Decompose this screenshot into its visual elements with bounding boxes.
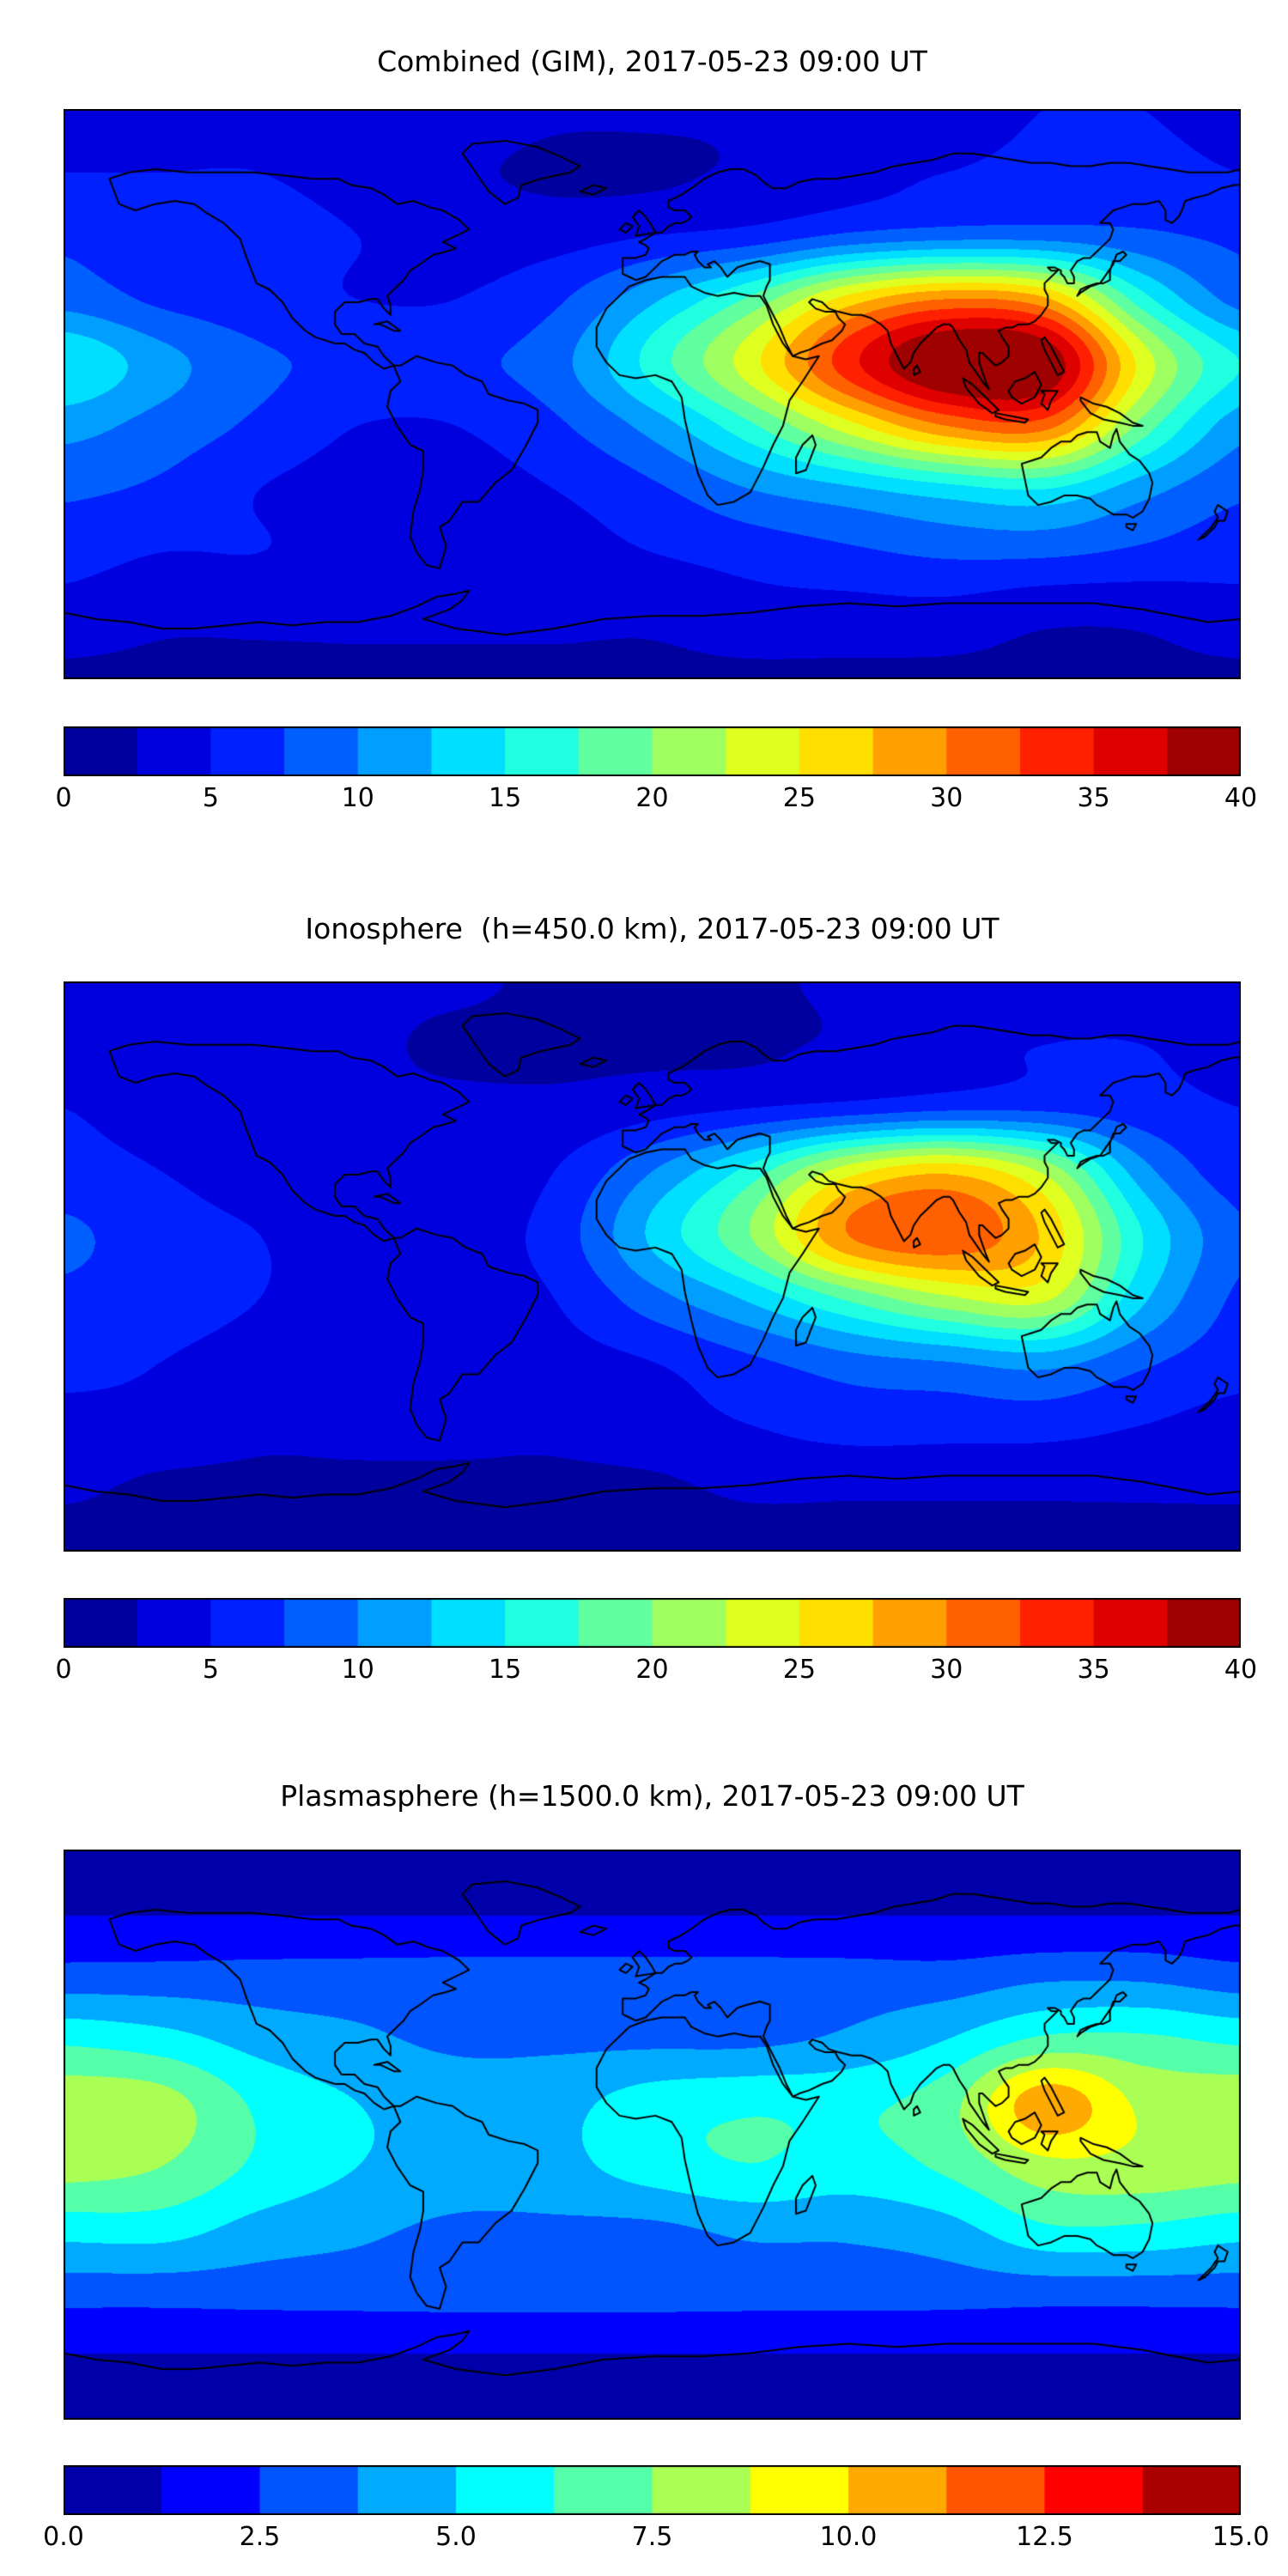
colorbar-canvas-2 [64,1598,1241,1648]
panel-title-combined: Combined (GIM), 2017-05-23 09:00 UT [377,45,927,78]
colorbar-tick-label: 40 [1224,783,1258,813]
colorbar-tick-label: 5 [202,783,219,813]
colorbar-tick-label: 0.0 [43,2522,84,2552]
colorbar-tick-label: 15.0 [1212,2522,1270,2552]
colorbar-tick-label: 40 [1224,1655,1258,1685]
panel-title-ionosphere: Ionosphere (h=450.0 km), 2017-05-23 09:0… [305,912,999,945]
colorbar-tick-label: 10 [341,783,374,813]
map-canvas-2 [64,981,1241,1552]
panel-title-plasmasphere: Plasmasphere (h=1500.0 km), 2017-05-23 0… [280,1779,1024,1813]
colorbar-tick-label: 20 [635,783,669,813]
map-canvas-3 [64,1850,1241,2420]
colorbar-tick-label: 12.5 [1016,2522,1073,2552]
colorbar-tick-label: 10 [341,1655,374,1685]
colorbar-canvas-1 [64,726,1241,776]
map-canvas-1 [64,109,1241,679]
colorbar-tick-label: 15 [489,783,522,813]
colorbar-labels-2: 0 5 10 15 20 25 30 35 40 [55,1655,1257,1689]
colorbar-tick-label: 5 [202,1655,219,1685]
colorbar-tick-label: 10.0 [819,2522,878,2552]
colorbar-tick-label: 7.5 [631,2522,673,2552]
colorbar-tick-label: 25 [782,783,816,813]
colorbar-tick-label: 0 [55,1655,72,1685]
colorbar-tick-label: 35 [1077,783,1110,813]
colorbar-tick-label: 20 [635,1655,669,1685]
colorbar-canvas-3 [64,2465,1241,2515]
colorbar-tick-label: 30 [930,1655,963,1685]
colorbar-labels-3: 0.0 2.5 5.0 7.5 10.0 12.5 15.0 [43,2522,1269,2556]
colorbar-tick-label: 30 [930,783,963,813]
colorbar-labels-1: 0 5 10 15 20 25 30 35 40 [55,783,1257,817]
colorbar-tick-label: 0 [55,783,72,813]
colorbar-tick-label: 25 [782,1655,816,1685]
colorbar-tick-label: 5.0 [435,2522,477,2552]
colorbar-tick-label: 15 [489,1655,522,1685]
colorbar-tick-label: 35 [1077,1655,1110,1685]
colorbar-tick-label: 2.5 [239,2522,281,2552]
